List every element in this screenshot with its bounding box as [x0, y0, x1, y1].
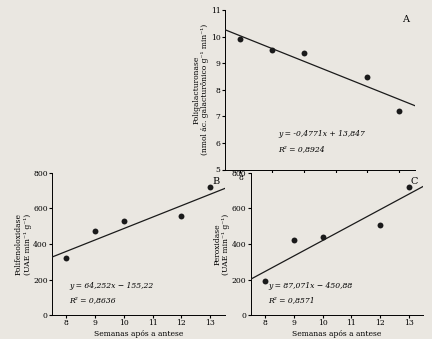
Point — [121, 218, 127, 224]
Point — [406, 184, 413, 190]
Point — [377, 222, 384, 227]
Text: y = 87,071x − 450,88: y = 87,071x − 450,88 — [268, 282, 352, 290]
Point — [300, 50, 307, 55]
Text: y = 64,252x − 155,22: y = 64,252x − 155,22 — [69, 282, 153, 290]
Point — [178, 214, 185, 219]
Point — [395, 108, 402, 114]
Text: B: B — [212, 177, 219, 186]
Point — [364, 74, 371, 79]
Text: C: C — [411, 177, 418, 186]
X-axis label: Semanas após a antese: Semanas após a antese — [292, 330, 381, 338]
Text: R² = 0,8571: R² = 0,8571 — [268, 296, 314, 304]
Point — [92, 228, 98, 234]
Y-axis label: Peroxidase
(UAE min⁻¹ g⁻¹): Peroxidase (UAE min⁻¹ g⁻¹) — [213, 214, 230, 275]
Point — [63, 256, 70, 261]
Point — [269, 47, 276, 53]
Y-axis label: Poligalacturonase
(nmol ác. galacturônico g⁻¹ min⁻¹): Poligalacturonase (nmol ác. galacturônic… — [192, 24, 210, 156]
Text: A: A — [402, 15, 409, 24]
Point — [290, 237, 297, 242]
Text: y = -0,4771x + 13,847: y = -0,4771x + 13,847 — [278, 129, 365, 138]
Text: R² = 0,8924: R² = 0,8924 — [278, 145, 324, 154]
Point — [207, 184, 214, 190]
Text: R² = 0,8636: R² = 0,8636 — [69, 296, 116, 304]
Point — [319, 234, 326, 240]
X-axis label: Semanas após a antese: Semanas após a antese — [275, 184, 364, 193]
Y-axis label: Polifenoloxidase
(UAE min⁻¹ g⁻¹): Polifenoloxidase (UAE min⁻¹ g⁻¹) — [14, 213, 32, 275]
Point — [261, 279, 268, 284]
Point — [237, 37, 244, 42]
X-axis label: Semanas após a antese: Semanas após a antese — [94, 330, 183, 338]
